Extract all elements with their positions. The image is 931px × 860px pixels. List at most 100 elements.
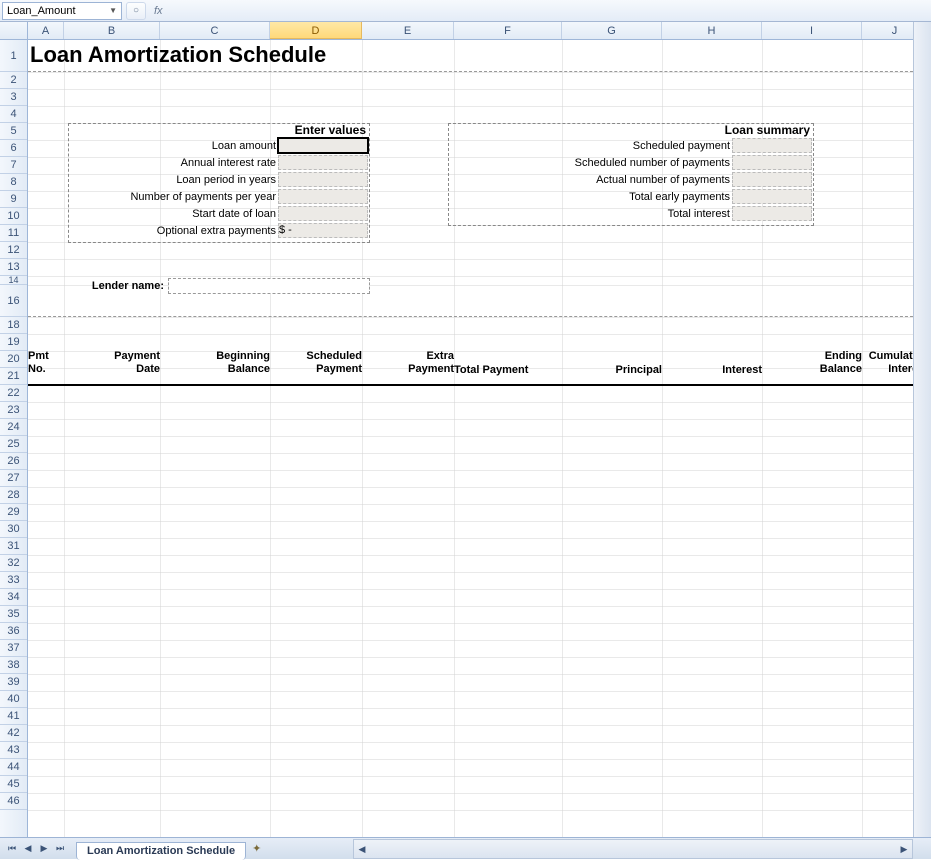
field-label: Total interest — [448, 208, 732, 220]
spreadsheet-grid: ABCDEFGHIJ 12345678910111213141618192021… — [0, 22, 931, 837]
row-header-21[interactable]: 21 — [0, 368, 27, 385]
field-label: Scheduled number of payments — [448, 157, 732, 169]
row-header-6[interactable]: 6 — [0, 140, 27, 157]
row-header-10[interactable]: 10 — [0, 208, 27, 225]
row-header-18[interactable]: 18 — [0, 317, 27, 334]
row-header-41[interactable]: 41 — [0, 708, 27, 725]
amort-col-header: Extra Payment — [362, 350, 454, 376]
formula-bar: Loan_Amount ▼ ○ fx — [0, 0, 931, 22]
field-row: Actual number of payments — [448, 171, 814, 188]
row-header-13[interactable]: 13 — [0, 259, 27, 276]
row-header-11[interactable]: 11 — [0, 225, 27, 242]
field-label: Annual interest rate — [68, 157, 278, 169]
field-label: Start date of loan — [68, 208, 278, 220]
row-header-34[interactable]: 34 — [0, 589, 27, 606]
row-header-32[interactable]: 32 — [0, 555, 27, 572]
row-header-31[interactable]: 31 — [0, 538, 27, 555]
field-label: Optional extra payments — [68, 225, 278, 237]
horizontal-scrollbar[interactable]: ◀ ▶ — [353, 839, 913, 859]
row-header-36[interactable]: 36 — [0, 623, 27, 640]
row-header-35[interactable]: 35 — [0, 606, 27, 623]
row-header-7[interactable]: 7 — [0, 157, 27, 174]
field-input[interactable] — [278, 206, 368, 221]
field-input[interactable] — [278, 189, 368, 204]
lender-label: Lender name: — [68, 280, 168, 292]
row-header-9[interactable]: 9 — [0, 191, 27, 208]
col-header-I[interactable]: I — [762, 22, 862, 39]
fx-icon[interactable]: fx — [154, 5, 163, 17]
row-header-19[interactable]: 19 — [0, 334, 27, 351]
row-header-43[interactable]: 43 — [0, 742, 27, 759]
lender-input[interactable] — [168, 278, 370, 294]
hscroll-right-icon[interactable]: ▶ — [896, 844, 912, 855]
sheet-tabs-bar: ⏮ ◀ ▶ ⏭ Loan Amortization Schedule ✦ ◀ ▶ — [0, 837, 931, 859]
field-row: Total early payments — [448, 188, 814, 205]
row-header-38[interactable]: 38 — [0, 657, 27, 674]
col-header-C[interactable]: C — [160, 22, 270, 39]
content-overlay: Loan Amortization Schedule Enter valuesL… — [28, 40, 931, 837]
insert-sheet-icon[interactable]: ✦ — [252, 842, 261, 855]
row-header-25[interactable]: 25 — [0, 436, 27, 453]
row-header-14[interactable]: 14 — [0, 276, 27, 285]
row-header-42[interactable]: 42 — [0, 725, 27, 742]
row-header-26[interactable]: 26 — [0, 453, 27, 470]
col-header-A[interactable]: A — [28, 22, 64, 39]
row-header-37[interactable]: 37 — [0, 640, 27, 657]
cells-area[interactable]: Loan Amortization Schedule Enter valuesL… — [28, 40, 931, 837]
col-header-H[interactable]: H — [662, 22, 762, 39]
col-header-D[interactable]: D — [270, 22, 362, 39]
field-row: Scheduled payment — [448, 137, 814, 154]
col-header-G[interactable]: G — [562, 22, 662, 39]
title-underline — [28, 71, 928, 72]
field-input[interactable] — [278, 172, 368, 187]
row-header-23[interactable]: 23 — [0, 402, 27, 419]
row-header-5[interactable]: 5 — [0, 123, 27, 140]
field-label: Loan period in years — [68, 174, 278, 186]
tab-prev-icon[interactable]: ◀ — [20, 841, 36, 857]
row-header-4[interactable]: 4 — [0, 106, 27, 123]
row-header-40[interactable]: 40 — [0, 691, 27, 708]
row-header-16[interactable]: 16 — [0, 285, 27, 317]
row-header-2[interactable]: 2 — [0, 72, 27, 89]
field-label: Loan amount — [68, 140, 278, 152]
field-row: Loan amount — [68, 137, 370, 154]
hscroll-left-icon[interactable]: ◀ — [354, 844, 370, 855]
name-box-text: Loan_Amount — [7, 5, 76, 17]
field-input[interactable]: $ - — [278, 223, 368, 238]
hscroll-track[interactable] — [370, 842, 896, 856]
row-header-24[interactable]: 24 — [0, 419, 27, 436]
chevron-down-icon[interactable]: ▼ — [109, 6, 117, 15]
field-input[interactable] — [278, 138, 368, 153]
tab-next-icon[interactable]: ▶ — [36, 841, 52, 857]
select-all-corner[interactable] — [0, 22, 28, 39]
col-header-F[interactable]: F — [454, 22, 562, 39]
row-header-22[interactable]: 22 — [0, 385, 27, 402]
row-header-28[interactable]: 28 — [0, 487, 27, 504]
amort-col-header: Total Payment — [454, 364, 562, 377]
vertical-scrollbar[interactable] — [913, 22, 931, 837]
name-box[interactable]: Loan_Amount ▼ — [2, 2, 122, 20]
sheet-tab-active[interactable]: Loan Amortization Schedule — [76, 842, 246, 860]
tab-first-icon[interactable]: ⏮ — [4, 841, 20, 857]
tab-last-icon[interactable]: ⏭ — [52, 841, 68, 857]
rows-area: 1234567891011121314161819202122232425262… — [0, 40, 931, 837]
row-header-44[interactable]: 44 — [0, 759, 27, 776]
row-header-3[interactable]: 3 — [0, 89, 27, 106]
row-header-46[interactable]: 46 — [0, 793, 27, 810]
field-input[interactable] — [278, 155, 368, 170]
col-header-B[interactable]: B — [64, 22, 160, 39]
column-headers: ABCDEFGHIJ — [0, 22, 931, 40]
loan-summary-header: Loan summary — [448, 123, 814, 137]
row-header-8[interactable]: 8 — [0, 174, 27, 191]
cancel-fx-button: ○ — [126, 2, 146, 20]
col-header-E[interactable]: E — [362, 22, 454, 39]
row-header-20[interactable]: 20 — [0, 351, 27, 368]
row-header-45[interactable]: 45 — [0, 776, 27, 793]
row-header-29[interactable]: 29 — [0, 504, 27, 521]
row-header-39[interactable]: 39 — [0, 674, 27, 691]
row-header-27[interactable]: 27 — [0, 470, 27, 487]
row-header-30[interactable]: 30 — [0, 521, 27, 538]
row-header-33[interactable]: 33 — [0, 572, 27, 589]
row-header-1[interactable]: 1 — [0, 40, 27, 72]
row-header-12[interactable]: 12 — [0, 242, 27, 259]
